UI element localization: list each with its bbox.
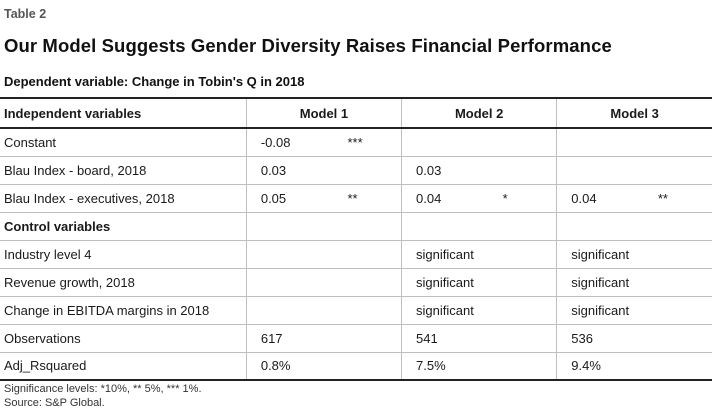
table-row: Change in EBITDA margins in 2018 signifi… [0,296,712,325]
row-label: Blau Index - executives, 2018 [0,184,247,213]
cell-value: significant [556,240,712,269]
cell-value: 541 [401,324,557,353]
cell-value: 9.4% [556,352,712,381]
cell-value: 536 [556,324,712,353]
section-empty-cell [401,212,557,241]
regression-table: Independent variables Model 1 Model 2 Mo… [0,97,712,381]
cell-value: significant [556,296,712,325]
cell-value [245,296,402,325]
table-row: Blau Index - executives, 2018 0.05 ** 0.… [0,184,712,213]
cell-value: significant [401,268,557,297]
cell-value: 0.03 [245,156,336,185]
cell-value: significant [556,268,712,297]
cell-significance: ** [645,184,712,213]
cell-value: 0.04 [401,184,491,213]
header-independent-variables: Independent variables [0,97,247,129]
table-row: Revenue growth, 2018 significant signifi… [0,268,712,297]
table-label: Table 2 [4,7,47,21]
cell-value: -0.08 [245,128,336,157]
cell-significance [490,128,557,157]
header-model-3: Model 3 [556,97,712,129]
cell-significance [335,156,402,185]
section-row: Control variables [0,212,712,241]
row-label: Blau Index - board, 2018 [0,156,247,185]
cell-significance: ** [335,184,402,213]
row-label: Constant [0,128,247,157]
cell-value [556,156,646,185]
row-label: Adj_Rsquared [0,352,247,381]
cell-significance [490,156,557,185]
row-label: Observations [0,324,247,353]
cell-value: significant [401,296,557,325]
cell-significance [645,128,712,157]
cell-significance [645,156,712,185]
header-model-1: Model 1 [245,97,402,129]
cell-value: 0.8% [245,352,402,381]
cell-value: 617 [245,324,402,353]
cell-value [556,128,646,157]
cell-significance: * [490,184,557,213]
table-row: Constant -0.08 *** [0,128,712,157]
table-header-row: Independent variables Model 1 Model 2 Mo… [0,97,712,129]
table-row: Industry level 4 significant significant [0,240,712,269]
row-label: Revenue growth, 2018 [0,268,247,297]
page-title: Our Model Suggests Gender Diversity Rais… [4,35,612,56]
cell-value: 7.5% [401,352,557,381]
table-row: Observations 617 541 536 [0,324,712,353]
table-row: Adj_Rsquared 0.8% 7.5% 9.4% [0,352,712,381]
cell-value: 0.04 [556,184,646,213]
cell-value: 0.03 [401,156,491,185]
cell-value [245,240,402,269]
cell-value [245,268,402,297]
section-empty-cell [245,212,402,241]
header-model-2: Model 2 [401,97,557,129]
cell-value: 0.05 [245,184,336,213]
source-note: Source: S&P Global. [4,397,105,409]
significance-note: Significance levels: *10%, ** 5%, *** 1%… [4,383,202,395]
cell-significance: *** [335,128,402,157]
section-empty-cell [556,212,712,241]
table-subtitle: Dependent variable: Change in Tobin's Q … [4,74,305,89]
table-row: Blau Index - board, 2018 0.03 0.03 [0,156,712,185]
cell-value [401,128,491,157]
row-label: Change in EBITDA margins in 2018 [0,296,247,325]
cell-value: significant [401,240,557,269]
section-label-control-variables: Control variables [0,212,247,241]
row-label: Industry level 4 [0,240,247,269]
